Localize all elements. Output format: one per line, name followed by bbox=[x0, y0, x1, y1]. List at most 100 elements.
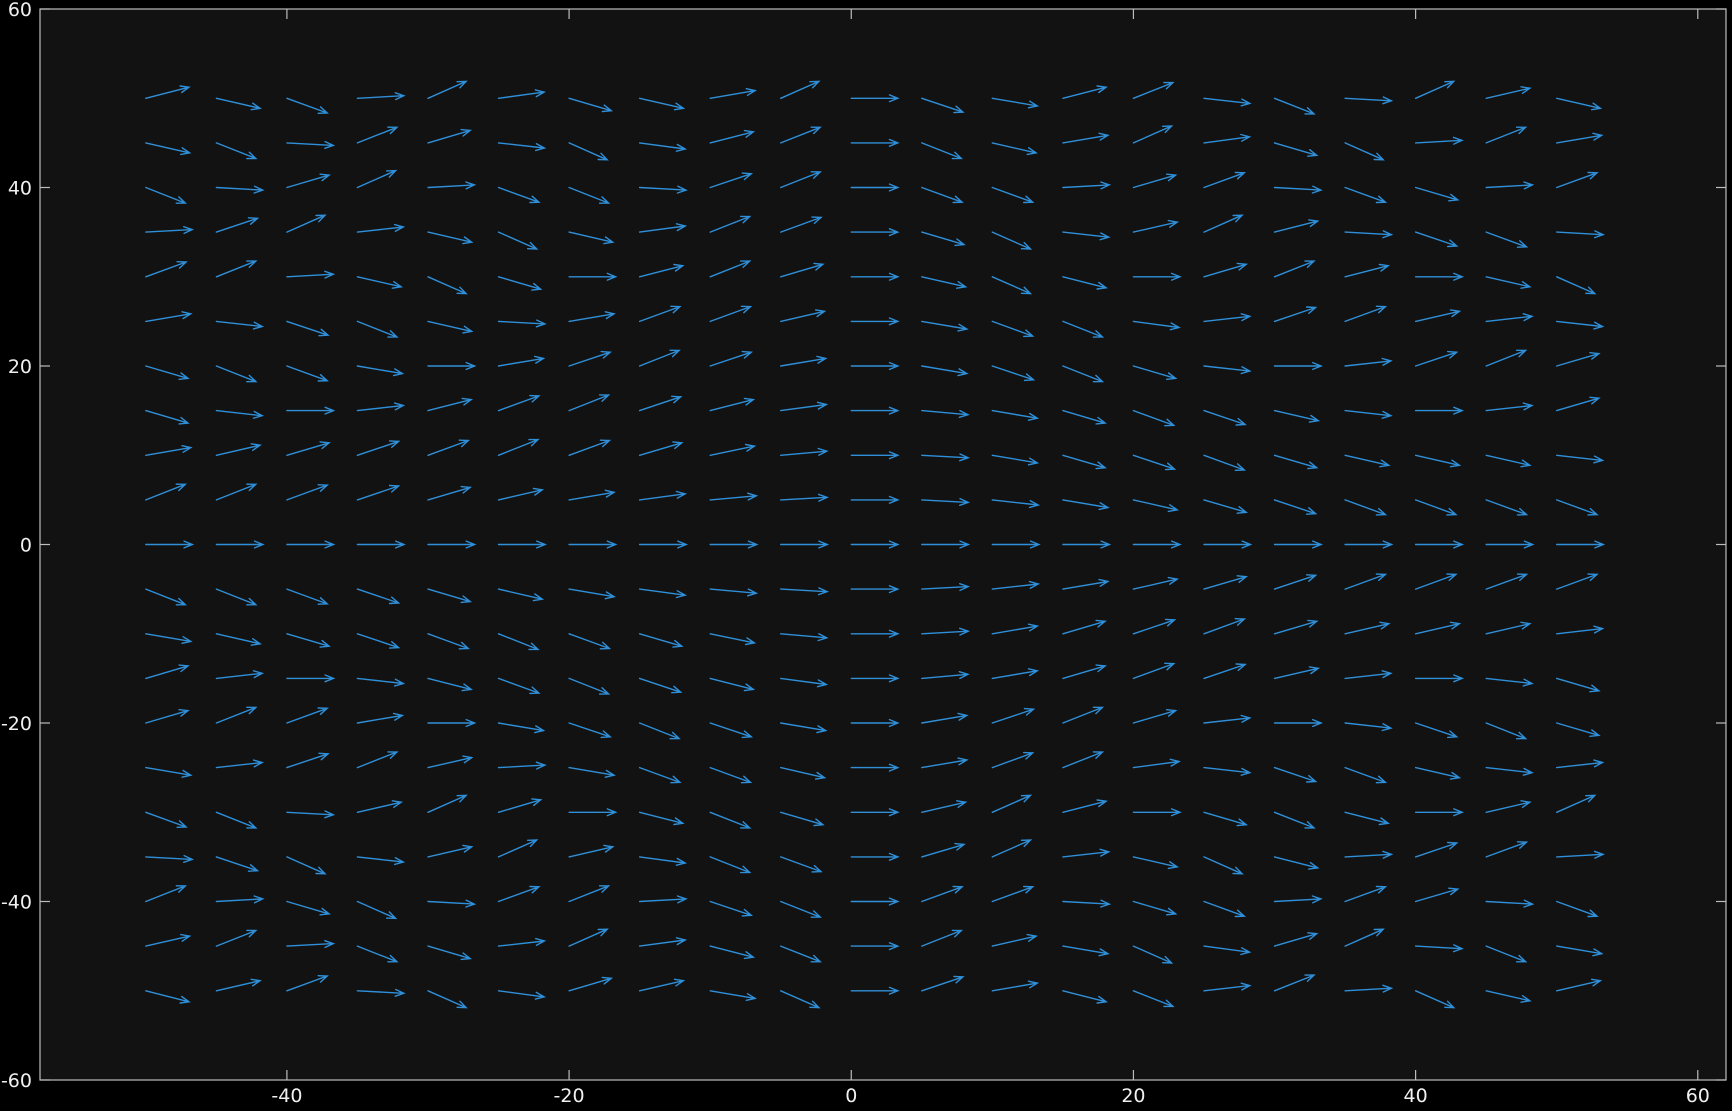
vector-arrow bbox=[638, 978, 686, 992]
vector-arrow bbox=[1485, 313, 1534, 323]
vector-arrow bbox=[709, 990, 757, 1001]
vector-arrow bbox=[215, 856, 260, 872]
vector-arrow bbox=[568, 394, 611, 412]
vector-arrow bbox=[638, 937, 688, 947]
vector-arrow bbox=[1203, 540, 1253, 549]
vector-arrow bbox=[1556, 945, 1604, 957]
vector-arrow bbox=[1556, 759, 1605, 769]
vector-arrow bbox=[215, 540, 265, 549]
vector-arrow bbox=[1414, 621, 1462, 635]
vector-arrow bbox=[1344, 305, 1388, 323]
vector-arrow bbox=[145, 990, 191, 1004]
vector-arrow bbox=[921, 453, 971, 462]
vector-arrow bbox=[1485, 276, 1532, 289]
vector-arrow bbox=[991, 668, 1040, 680]
vector-arrow bbox=[568, 231, 615, 245]
vector-arrow bbox=[286, 214, 327, 233]
vector-arrow bbox=[568, 766, 616, 778]
vector-arrow bbox=[1062, 454, 1107, 470]
vector-arrow bbox=[356, 540, 406, 549]
vector-arrow bbox=[638, 811, 685, 826]
vector-arrow bbox=[1062, 578, 1110, 590]
vector-arrow bbox=[709, 540, 759, 549]
vector-arrow bbox=[921, 186, 964, 204]
vector-arrow bbox=[1203, 618, 1247, 635]
vector-arrow bbox=[991, 454, 1040, 466]
vector-arrow bbox=[850, 540, 900, 549]
vector-arrow bbox=[427, 397, 474, 412]
vector-arrow bbox=[356, 988, 406, 997]
vector-arrow bbox=[921, 627, 971, 636]
vector-arrow bbox=[991, 980, 1040, 992]
vector-arrow bbox=[1062, 848, 1111, 858]
vector-arrow bbox=[356, 169, 398, 189]
vector-arrow bbox=[921, 497, 971, 506]
vector-arrow bbox=[921, 365, 969, 377]
vector-arrow bbox=[145, 226, 195, 235]
vector-arrow bbox=[1132, 900, 1178, 916]
vector-arrow bbox=[1414, 808, 1465, 817]
vector-arrow bbox=[427, 990, 468, 1009]
vector-arrow bbox=[1556, 97, 1603, 111]
vector-arrow bbox=[568, 186, 611, 204]
vector-arrow bbox=[427, 80, 468, 99]
vector-arrow bbox=[568, 844, 615, 858]
vector-arrow bbox=[1556, 396, 1601, 412]
vector-arrow bbox=[1132, 758, 1181, 769]
vector-arrow bbox=[991, 231, 1033, 250]
vector-arrow bbox=[780, 900, 822, 918]
vector-arrow bbox=[1414, 990, 1456, 1009]
vector-arrow bbox=[1556, 230, 1605, 239]
vector-arrow bbox=[780, 126, 822, 144]
vector-arrow bbox=[145, 261, 188, 278]
vector-arrow bbox=[1062, 409, 1107, 425]
vector-arrow bbox=[215, 706, 258, 724]
vector-arrow bbox=[427, 794, 468, 813]
vector-arrow bbox=[1062, 706, 1105, 724]
vector-arrow bbox=[1132, 808, 1182, 817]
vector-arrow bbox=[780, 80, 821, 99]
vector-arrow bbox=[1344, 142, 1385, 161]
vector-arrow bbox=[1485, 990, 1532, 1003]
vector-arrow bbox=[1556, 573, 1599, 590]
vector-arrow bbox=[356, 92, 406, 101]
vector-arrow bbox=[1485, 841, 1529, 858]
vector-arrow bbox=[568, 311, 616, 323]
x-tick-label: 60 bbox=[1686, 1085, 1710, 1107]
vector-arrow bbox=[497, 633, 540, 651]
vector-arrow bbox=[780, 171, 822, 189]
vector-arrow bbox=[638, 305, 682, 323]
vector-arrow bbox=[709, 677, 756, 692]
vector-arrow bbox=[1062, 181, 1112, 190]
vector-arrow bbox=[497, 394, 541, 412]
vector-arrow bbox=[497, 89, 546, 99]
vector-arrow bbox=[497, 885, 541, 903]
vector-arrow bbox=[568, 722, 612, 739]
vector-arrow bbox=[1132, 709, 1178, 724]
vector-arrow bbox=[1062, 664, 1107, 680]
vector-arrow bbox=[638, 441, 684, 456]
vector-arrow bbox=[286, 441, 331, 456]
vector-arrow bbox=[1556, 677, 1601, 693]
vector-arrow bbox=[1485, 540, 1535, 549]
vector-arrow bbox=[427, 361, 477, 371]
vector-arrow bbox=[1344, 96, 1394, 105]
vector-arrow bbox=[215, 633, 262, 646]
vector-arrow bbox=[921, 97, 965, 114]
vector-arrow bbox=[850, 451, 900, 460]
vector-arrow bbox=[427, 945, 473, 961]
vector-arrow bbox=[286, 707, 329, 724]
vector-arrow bbox=[991, 320, 1035, 338]
vector-arrow bbox=[1062, 990, 1108, 1004]
vector-arrow bbox=[1485, 402, 1534, 412]
vector-arrow bbox=[1273, 856, 1320, 870]
vector-arrow bbox=[638, 856, 688, 866]
vector-arrow bbox=[991, 751, 1035, 769]
vector-arrow bbox=[1414, 231, 1459, 248]
vector-arrow bbox=[1344, 621, 1391, 635]
x-tick-label: -20 bbox=[554, 1085, 585, 1107]
vector-arrow bbox=[991, 839, 1033, 858]
vector-arrow bbox=[1556, 978, 1603, 992]
vector-arrow bbox=[286, 856, 327, 875]
